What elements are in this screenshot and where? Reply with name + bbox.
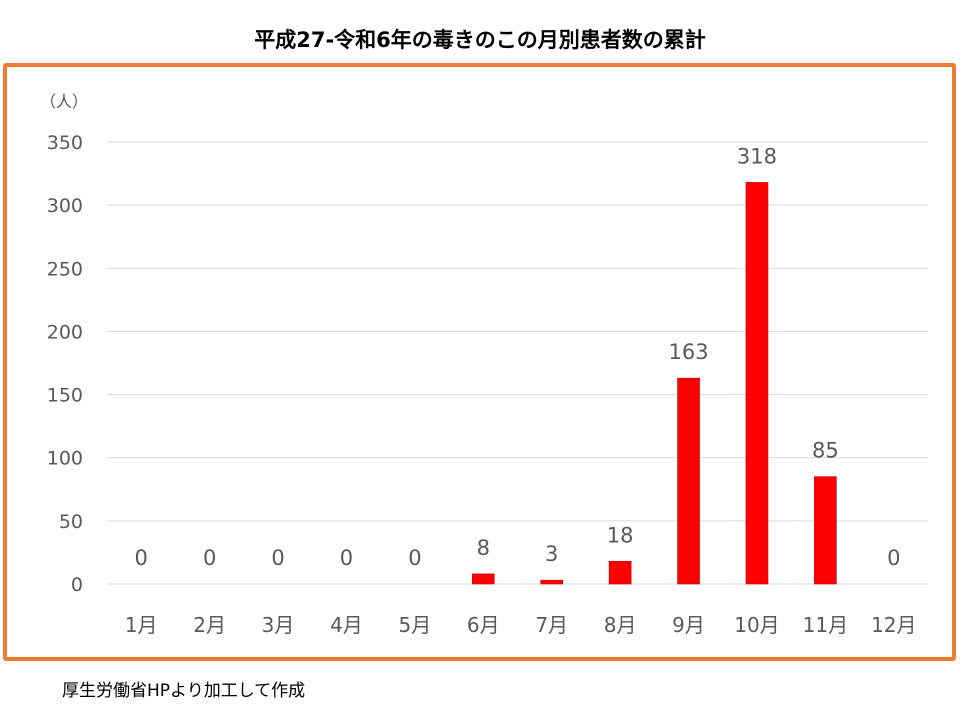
x-tick-label: 1月: [125, 613, 158, 637]
bar: [471, 573, 495, 585]
data-label: 318: [737, 144, 777, 168]
y-tick-label: 350: [47, 132, 83, 154]
data-label: 85: [812, 439, 839, 463]
y-unit-label: （人）: [40, 92, 88, 111]
chart-frame: [3, 63, 956, 661]
bar: [814, 476, 837, 585]
x-tick-label: 5月: [399, 613, 432, 637]
y-tick-label: 250: [47, 258, 83, 280]
data-label: 3: [545, 542, 558, 566]
data-label: 8: [477, 536, 490, 560]
x-tick-label: 3月: [262, 613, 295, 637]
data-label: 0: [408, 546, 421, 570]
data-label: 0: [135, 546, 148, 570]
y-tick-label: 50: [59, 511, 83, 533]
bar: [745, 182, 769, 585]
x-tick-label: 2月: [193, 613, 226, 637]
y-tick-label: 200: [47, 321, 83, 343]
x-tick-label: 12月: [871, 613, 916, 637]
data-label: 0: [340, 546, 353, 570]
x-tick-label: 9月: [672, 613, 705, 637]
x-tick-label: 10月: [734, 613, 779, 637]
data-label: 0: [203, 546, 216, 570]
y-tick-label: 0: [71, 574, 83, 596]
chart-title: 平成27-令和6年の毒きのこの月別患者数の累計: [254, 28, 706, 52]
x-tick-label: 8月: [604, 613, 637, 637]
bar: [608, 560, 632, 585]
y-tick-label: 100: [47, 448, 83, 470]
x-tick-label: 4月: [330, 613, 363, 637]
x-tick-label: 6月: [467, 613, 500, 637]
y-tick-label: 150: [47, 385, 83, 407]
data-label: 0: [271, 546, 284, 570]
data-label: 0: [887, 546, 900, 570]
bar: [540, 579, 564, 585]
x-tick-label: 11月: [803, 613, 848, 637]
source-note: 厚生労働省HPより加工して作成: [62, 681, 306, 701]
data-label: 163: [668, 340, 708, 364]
y-tick-label: 300: [47, 195, 83, 217]
bar: [677, 377, 700, 585]
x-tick-label: 7月: [535, 613, 568, 637]
data-label: 18: [607, 523, 634, 547]
